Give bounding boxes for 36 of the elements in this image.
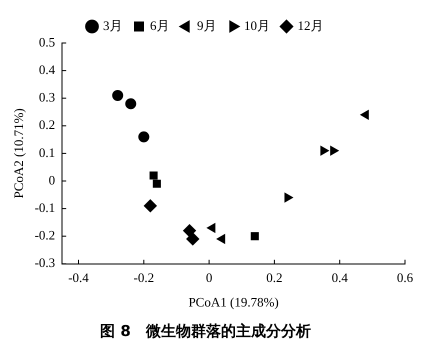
- y-axis-title: PCoA2 (10.71%): [11, 108, 26, 199]
- y-tick-label: 0.5: [38, 34, 56, 50]
- x-tick-label: 0.4: [332, 270, 348, 286]
- text: 图 8 微生物群落的主成分分析: [100, 322, 311, 340]
- point: [186, 232, 200, 246]
- point: [144, 199, 157, 212]
- point: [330, 146, 339, 156]
- x-tick-label: 0.6: [396, 270, 414, 286]
- y-tick-label: 0.4: [38, 62, 56, 78]
- x-axis-title: PCoA1 (19.78%): [188, 294, 279, 310]
- x-tick-label: -0.4: [68, 270, 90, 286]
- y-tick-label: -0.2: [34, 228, 56, 243]
- point: [250, 232, 259, 240]
- point: [150, 171, 158, 180]
- point: [138, 131, 150, 142]
- y-tick-label: 0: [48, 172, 56, 188]
- y-tick-label: -0.3: [34, 255, 56, 270]
- point: [183, 224, 196, 238]
- point: [152, 180, 161, 188]
- point: [112, 90, 124, 101]
- x-tick-label: -0.2: [134, 270, 154, 286]
- legend-label: 3月: [103, 18, 122, 33]
- legend-label: 6月: [150, 18, 170, 33]
- point: [320, 146, 329, 156]
- y-tick-label: -0.1: [34, 200, 56, 216]
- point: [216, 234, 226, 244]
- legend-label: 10月: [244, 18, 270, 33]
- y-tick-label: 0.3: [38, 90, 56, 105]
- y-tick-label: 0.2: [38, 117, 56, 132]
- y-tick-label: 0.1: [38, 144, 56, 160]
- x-tick-label: 0.2: [266, 270, 283, 286]
- legend-label: 12月: [298, 18, 324, 33]
- point: [125, 98, 136, 110]
- x-tick-label: 0: [206, 270, 212, 286]
- legend-label: 9月: [197, 18, 216, 33]
- point: [284, 192, 293, 202]
